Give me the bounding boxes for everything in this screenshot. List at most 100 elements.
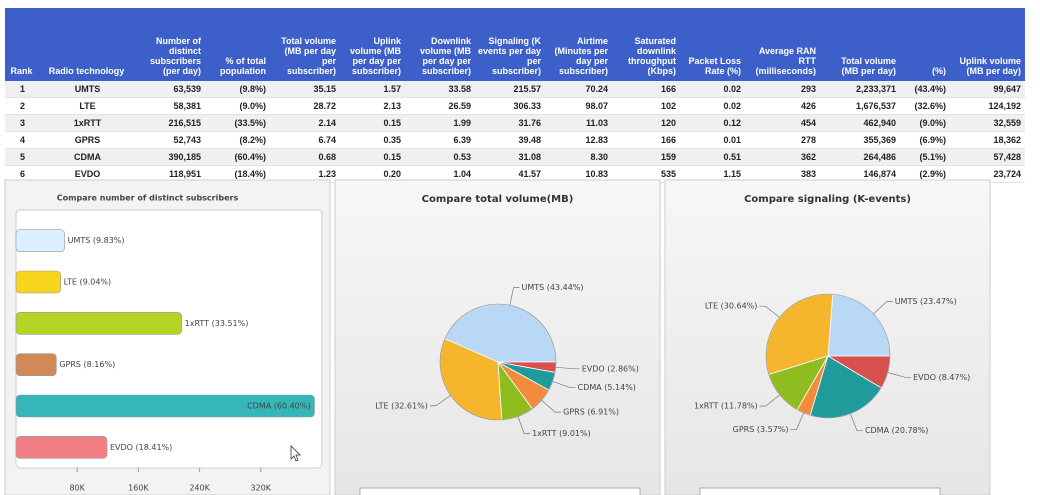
pie-outline [765,293,891,419]
table-cell: 0.15 [340,148,405,166]
table-cell: (60.4%) [205,148,270,166]
slice-label: 1xRTT (9.01%) [532,429,591,438]
table-cell: 1.57 [340,81,405,98]
column-header: Radio technology [40,8,135,81]
control[interactable] [359,487,641,495]
leader-line [759,394,780,407]
bar-label: EVDO (18.41%) [110,443,172,452]
table-cell: 2.13 [340,97,405,115]
table-cell: 11.03 [545,114,612,132]
table-cell: 166 [612,131,680,149]
column-header: Total volume (MB per day per subscriber) [270,8,340,81]
table-cell: 33.58 [405,81,475,98]
leader-line [873,301,893,315]
column-header: Downlink volume (MB per day per subscrib… [405,8,475,81]
leader-line [555,366,580,370]
table-cell: 166 [612,81,680,98]
column-header: Uplink volume (MB per day) [950,8,1025,81]
column-header: Airtime (Minutes per day per subscriber) [545,8,612,81]
table-cell: 6.74 [270,131,340,149]
column-header: Signaling (K events per day per subscrib… [475,8,545,81]
slice-label: CDMA (20.78%) [865,426,928,435]
slice-label: UMTS (23.47%) [895,297,957,306]
table-row: 2 LTE 58,381 (9.0%) 28.72 2.13 26.59 306.33 98.0… [5,97,1025,115]
bar [15,353,57,376]
table-cell: 6.39 [405,131,475,149]
table-cell: 63,539 [135,81,205,98]
table-cell: 28.72 [270,97,340,115]
table-cell: 0.68 [270,148,340,166]
table-cell: 32,559 [950,114,1025,132]
column-header: Number of distinct subscribers (per day) [135,8,205,81]
table-cell: 18,362 [950,131,1025,149]
bar [15,436,108,459]
leader-line [552,381,576,388]
column-header: % of total population [205,8,270,81]
table-cell: 454 [745,114,820,132]
slice-label: EVDO (8.47%) [913,373,970,382]
table-cell: LTE [40,97,135,115]
table-cell: 215.57 [475,81,545,98]
bar-label: LTE (9.04%) [64,278,112,287]
table-cell: 462,940 [820,114,900,132]
leader-line [887,372,912,378]
table-cell: 39.48 [475,131,545,149]
bar [15,312,182,335]
column-header: Saturated downlink throughput (Kbps) [612,8,680,81]
column-header: Rank [5,8,40,81]
table-cell: (9.0%) [900,114,950,132]
table-cell: GPRS [40,131,135,149]
table-body: 1 UMTS 63,539 (9.8%) 35.15 1.57 33.58 215.57 70.… [5,81,1025,183]
table-cell: 58,381 [135,97,205,115]
table-row: 1 UMTS 63,539 (9.8%) 35.15 1.57 33.58 215.57 70.… [5,81,1025,98]
table-cell: 0.01 [680,131,745,149]
table-cell: 0.12 [680,114,745,132]
bar [15,270,61,294]
slice-label: 1xRTT (11.78%) [694,402,758,411]
table-cell: 355,369 [820,131,900,149]
table-row: 4 GPRS 52,743 (8.2%) 6.74 0.35 6.39 39.48 12.83 1… [5,131,1025,149]
leader-line [850,413,863,431]
charts: Compare number of distinct subscribers UM… [4,179,991,495]
table-cell: 2 [5,97,40,115]
table-cell: 31.76 [475,114,545,132]
slice-label: CDMA (5.14%) [578,383,636,392]
table-cell: (33.5%) [205,114,270,132]
table-cell: 1.99 [405,114,475,132]
leader-line [790,412,804,430]
table-cell: 8.30 [545,148,612,166]
table-cell: 5 [5,148,40,166]
table-cell: 293 [745,81,820,98]
table-cell: 390,185 [135,148,205,166]
table-cell: 0.02 [680,97,745,115]
table-cell: 26.59 [405,97,475,115]
table-cell: 306.33 [475,97,545,115]
table-cell: 362 [745,148,820,166]
column-header: Total volume (MB per day) [820,8,900,81]
header-row: Rank Radio technology Number of distinct s… [5,8,1025,81]
data-table: Rank Radio technology Number of distinct s… [5,8,1025,183]
column-header: Average RAN RTT (milliseconds) [745,8,820,81]
bar-label: CDMA (60.40%) [247,402,310,411]
table-cell: 0.51 [680,148,745,166]
slice-label: GPRS (6.91%) [563,408,619,417]
table-cell: 0.53 [405,148,475,166]
chart-title: Compare number of distinct subscribers [57,194,239,203]
slice-label: GPRS (3.57%) [733,425,789,434]
control[interactable] [699,487,941,495]
bar-label: UMTS (9.83%) [68,236,125,245]
table-cell: 102 [612,97,680,115]
slice-label: EVDO (2.86%) [582,364,639,373]
table-cell: 1 [5,81,40,98]
table-row: 3 1xRTT 216,515 (33.5%) 2.14 0.15 1.99 31.76 11.… [5,114,1025,132]
table-cell: 99,647 [950,81,1025,98]
leader-line [517,416,531,434]
table-cell: 98.07 [545,97,612,115]
table-cell: (8.2%) [205,131,270,149]
table-cell: 124,192 [950,97,1025,115]
cursor [290,445,301,462]
column-header: Packet Loss Rate (%) [680,8,745,81]
table-cell: CDMA [40,148,135,166]
table-cell: 278 [745,131,820,149]
